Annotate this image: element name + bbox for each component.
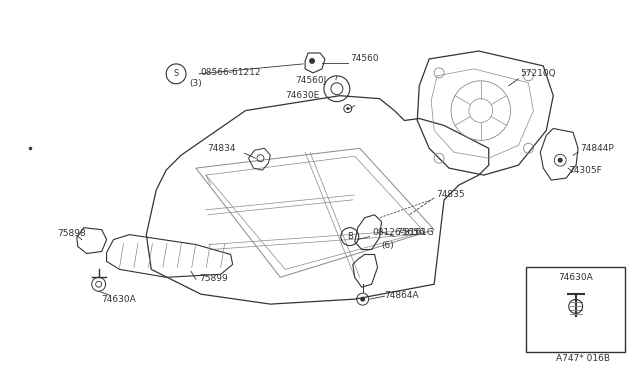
Circle shape [309,58,315,64]
Text: A747* 016B: A747* 016B [556,354,610,363]
Text: 75899: 75899 [199,274,228,283]
Circle shape [557,158,563,163]
Text: 74630A: 74630A [558,273,593,282]
Text: 74630E: 74630E [285,91,319,100]
Circle shape [360,296,365,302]
Text: 74560J: 74560J [295,76,326,85]
Text: 74844P: 74844P [580,144,614,153]
Bar [527,267,625,352]
Text: 57210Q: 57210Q [520,69,556,78]
Text: 74864A: 74864A [385,291,419,300]
Text: 74305F: 74305F [568,166,602,174]
Text: 75898: 75898 [57,229,86,238]
Text: 74630A: 74630A [102,295,136,304]
Text: 74835: 74835 [436,190,465,199]
Text: 74834: 74834 [207,144,236,153]
Text: 75656: 75656 [396,228,425,237]
Text: B: B [347,232,353,241]
Text: S: S [173,69,179,78]
Text: 08566-61212: 08566-61212 [200,68,260,77]
Text: 08126-8161G: 08126-8161G [372,228,435,237]
Circle shape [346,107,349,110]
Text: (6): (6) [381,241,394,250]
Text: (3): (3) [189,79,202,88]
Text: 74560: 74560 [350,54,378,64]
